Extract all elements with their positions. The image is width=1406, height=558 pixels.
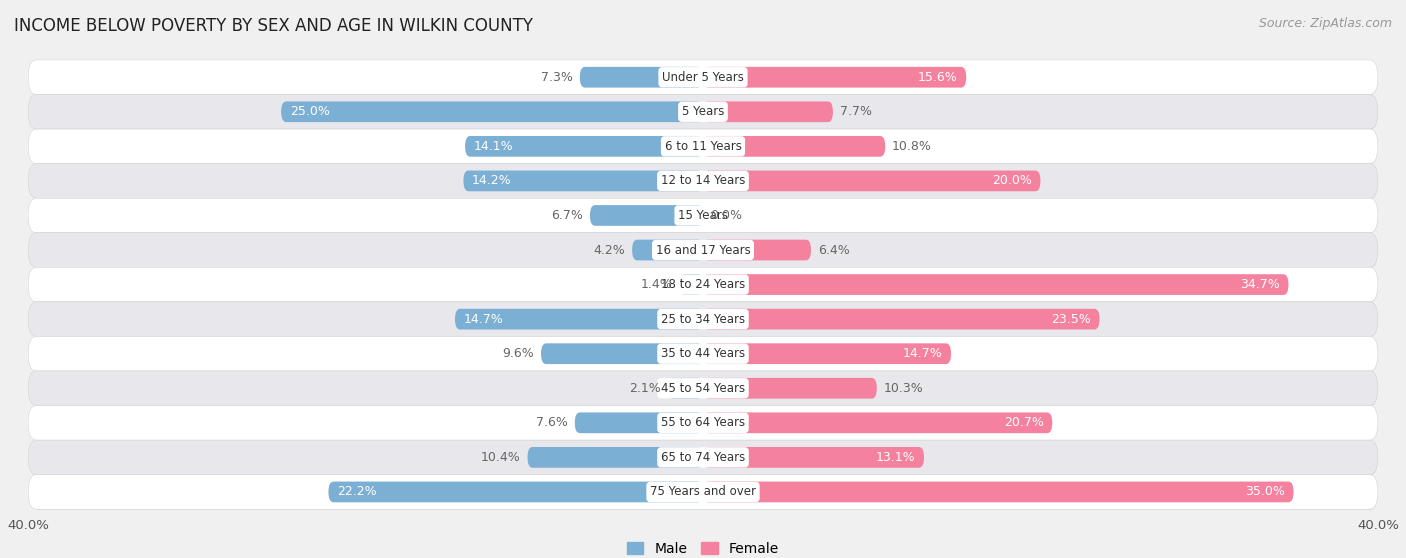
FancyBboxPatch shape (31, 337, 1378, 372)
FancyBboxPatch shape (633, 239, 703, 261)
FancyBboxPatch shape (31, 199, 1378, 233)
FancyBboxPatch shape (31, 61, 1378, 95)
FancyBboxPatch shape (703, 482, 1294, 502)
FancyBboxPatch shape (527, 447, 703, 468)
FancyBboxPatch shape (703, 343, 950, 364)
FancyBboxPatch shape (575, 412, 703, 433)
FancyBboxPatch shape (31, 406, 1378, 441)
FancyBboxPatch shape (28, 60, 1378, 94)
Text: INCOME BELOW POVERTY BY SEX AND AGE IN WILKIN COUNTY: INCOME BELOW POVERTY BY SEX AND AGE IN W… (14, 17, 533, 35)
FancyBboxPatch shape (31, 95, 1378, 130)
Text: 55 to 64 Years: 55 to 64 Years (661, 416, 745, 429)
Text: 14.7%: 14.7% (464, 312, 503, 326)
Text: 34.7%: 34.7% (1240, 278, 1279, 291)
FancyBboxPatch shape (28, 336, 1378, 371)
Text: 2.1%: 2.1% (628, 382, 661, 395)
FancyBboxPatch shape (28, 129, 1378, 163)
Text: 10.3%: 10.3% (883, 382, 924, 395)
Text: 6 to 11 Years: 6 to 11 Years (665, 140, 741, 153)
FancyBboxPatch shape (281, 102, 703, 122)
Text: 12 to 14 Years: 12 to 14 Years (661, 175, 745, 187)
Text: 7.7%: 7.7% (839, 105, 872, 118)
Text: 35.0%: 35.0% (1246, 485, 1285, 498)
FancyBboxPatch shape (28, 406, 1378, 440)
FancyBboxPatch shape (703, 102, 832, 122)
Text: 7.6%: 7.6% (536, 416, 568, 429)
Text: 6.4%: 6.4% (818, 243, 849, 257)
FancyBboxPatch shape (28, 302, 1378, 336)
FancyBboxPatch shape (31, 164, 1378, 199)
FancyBboxPatch shape (703, 447, 924, 468)
FancyBboxPatch shape (28, 94, 1378, 129)
FancyBboxPatch shape (703, 309, 1099, 330)
Text: 45 to 54 Years: 45 to 54 Years (661, 382, 745, 395)
Text: 35 to 44 Years: 35 to 44 Years (661, 347, 745, 360)
FancyBboxPatch shape (31, 130, 1378, 164)
Text: 10.4%: 10.4% (481, 451, 520, 464)
Text: 14.7%: 14.7% (903, 347, 942, 360)
Text: Under 5 Years: Under 5 Years (662, 71, 744, 84)
Text: 22.2%: 22.2% (337, 485, 377, 498)
FancyBboxPatch shape (703, 412, 1052, 433)
FancyBboxPatch shape (28, 371, 1378, 406)
Text: 20.0%: 20.0% (993, 175, 1032, 187)
Text: Source: ZipAtlas.com: Source: ZipAtlas.com (1258, 17, 1392, 30)
Text: 6.7%: 6.7% (551, 209, 583, 222)
Text: 0.0%: 0.0% (710, 209, 742, 222)
FancyBboxPatch shape (679, 274, 703, 295)
Text: 65 to 74 Years: 65 to 74 Years (661, 451, 745, 464)
Text: 16 and 17 Years: 16 and 17 Years (655, 243, 751, 257)
FancyBboxPatch shape (329, 482, 703, 502)
Text: 14.1%: 14.1% (474, 140, 513, 153)
Text: 23.5%: 23.5% (1052, 312, 1091, 326)
FancyBboxPatch shape (668, 378, 703, 398)
FancyBboxPatch shape (703, 171, 1040, 191)
Text: 25.0%: 25.0% (290, 105, 329, 118)
FancyBboxPatch shape (703, 239, 811, 261)
FancyBboxPatch shape (31, 475, 1378, 510)
FancyBboxPatch shape (31, 441, 1378, 475)
Text: 75 Years and over: 75 Years and over (650, 485, 756, 498)
FancyBboxPatch shape (31, 372, 1378, 406)
Text: 5 Years: 5 Years (682, 105, 724, 118)
FancyBboxPatch shape (541, 343, 703, 364)
FancyBboxPatch shape (591, 205, 703, 226)
Text: 15 Years: 15 Years (678, 209, 728, 222)
FancyBboxPatch shape (703, 274, 1288, 295)
Text: 4.2%: 4.2% (593, 243, 626, 257)
FancyBboxPatch shape (28, 163, 1378, 198)
FancyBboxPatch shape (28, 233, 1378, 267)
FancyBboxPatch shape (703, 136, 886, 157)
FancyBboxPatch shape (28, 475, 1378, 509)
FancyBboxPatch shape (31, 302, 1378, 337)
Text: 15.6%: 15.6% (918, 71, 957, 84)
FancyBboxPatch shape (31, 233, 1378, 268)
Text: 13.1%: 13.1% (876, 451, 915, 464)
Text: 9.6%: 9.6% (502, 347, 534, 360)
FancyBboxPatch shape (28, 440, 1378, 475)
Text: 25 to 34 Years: 25 to 34 Years (661, 312, 745, 326)
FancyBboxPatch shape (31, 268, 1378, 302)
FancyBboxPatch shape (465, 136, 703, 157)
FancyBboxPatch shape (28, 267, 1378, 302)
Text: 20.7%: 20.7% (1004, 416, 1043, 429)
FancyBboxPatch shape (28, 198, 1378, 233)
Text: 18 to 24 Years: 18 to 24 Years (661, 278, 745, 291)
FancyBboxPatch shape (456, 309, 703, 330)
FancyBboxPatch shape (464, 171, 703, 191)
Text: 7.3%: 7.3% (541, 71, 574, 84)
FancyBboxPatch shape (703, 378, 877, 398)
FancyBboxPatch shape (579, 67, 703, 88)
Text: 10.8%: 10.8% (891, 140, 932, 153)
Legend: Male, Female: Male, Female (621, 536, 785, 558)
Text: 1.4%: 1.4% (641, 278, 672, 291)
FancyBboxPatch shape (703, 67, 966, 88)
Text: 14.2%: 14.2% (472, 175, 512, 187)
